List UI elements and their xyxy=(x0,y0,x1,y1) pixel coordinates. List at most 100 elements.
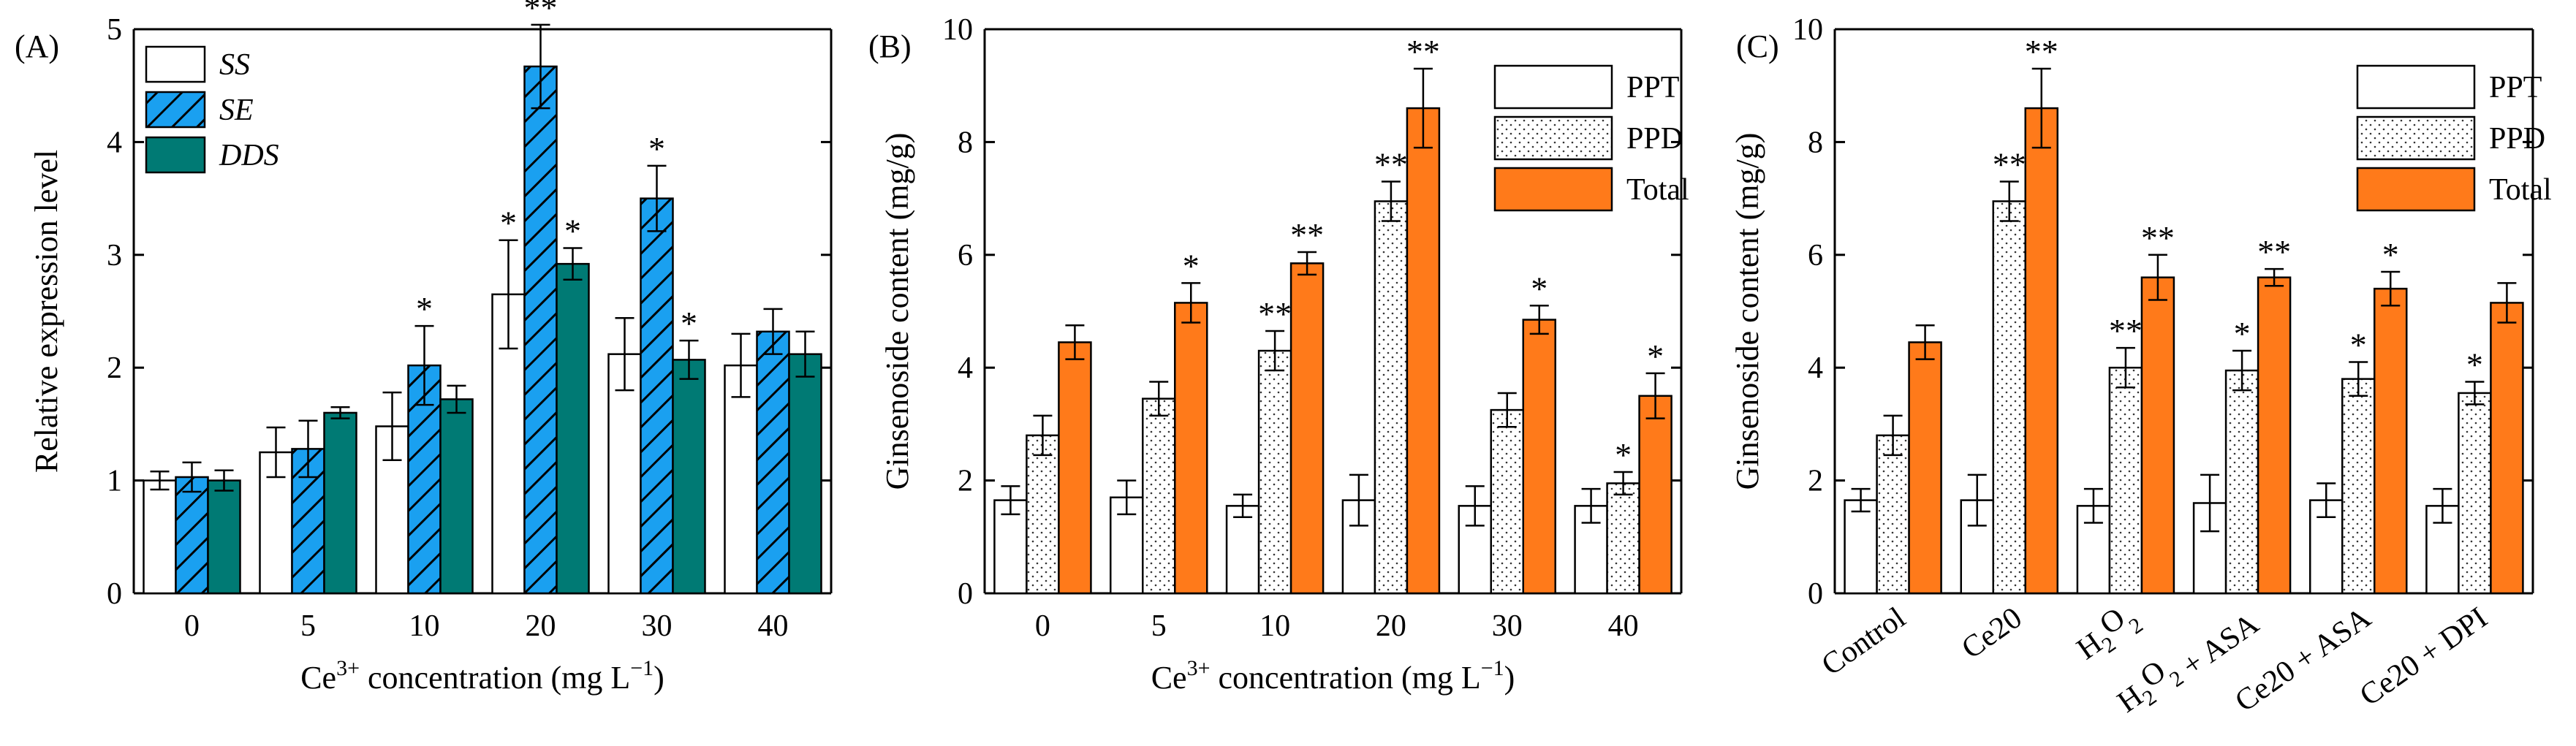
y-tick-label: 3 xyxy=(107,239,122,273)
legend-swatch-total xyxy=(2356,167,2476,212)
y-tick-label: 10 xyxy=(942,13,973,47)
x-tick-label: Ce20 + DPI xyxy=(2354,601,2493,713)
significance-mark: * xyxy=(1615,436,1632,473)
significance-mark: * xyxy=(2466,346,2483,384)
x-tick-label: 20 xyxy=(526,609,556,643)
bar-ppd xyxy=(1490,408,1524,595)
y-tick-label: 8 xyxy=(1808,126,1823,159)
y-tick-label: 4 xyxy=(107,126,122,159)
x-tick-label: 0 xyxy=(184,609,200,643)
significance-mark: * xyxy=(1183,247,1200,284)
y-tick-label: 4 xyxy=(1808,351,1823,385)
bar-ppd xyxy=(1026,434,1060,595)
legend: PPT PPD Total xyxy=(2356,64,2552,212)
y-tick-label: 6 xyxy=(1808,239,1823,273)
legend: PPT PPD Total xyxy=(1493,64,1689,212)
x-tick-label: 20 xyxy=(1376,609,1406,643)
significance-mark: ** xyxy=(1374,145,1408,183)
bar-total xyxy=(2257,276,2292,595)
legend-swatch-ppd xyxy=(2356,115,2476,161)
significance-mark: ** xyxy=(1993,145,2026,183)
significance-mark: * xyxy=(416,290,433,327)
legend-swatch-ppt xyxy=(1493,64,1613,110)
significance-mark: ** xyxy=(1290,216,1324,254)
bar-total xyxy=(1638,395,1672,595)
y-tick-label: 2 xyxy=(107,351,122,385)
y-axis-label: Ginsenoside content (mg/g) xyxy=(1730,133,1765,490)
legend-label-ppt: PPT xyxy=(2489,71,2542,104)
legend-label-ppd: PPD xyxy=(2489,122,2545,156)
x-tick-label: 40 xyxy=(1608,609,1639,643)
bar-ppd xyxy=(2341,378,2376,595)
bar-ppd xyxy=(1876,434,1910,595)
y-tick-label: 2 xyxy=(1808,465,1823,498)
legend-swatch-total xyxy=(1493,167,1613,212)
significance-mark: ** xyxy=(2257,233,2291,270)
legend-label-ppt: PPT xyxy=(1626,71,1679,104)
x-tick-label: 30 xyxy=(642,609,673,643)
significance-mark: * xyxy=(2382,236,2399,273)
y-tick-label: 2 xyxy=(958,465,973,498)
significance-mark: * xyxy=(1531,270,1548,307)
legend-label-se: SE xyxy=(219,94,254,127)
y-tick-label: 0 xyxy=(1808,577,1823,611)
bar-total xyxy=(1289,262,1325,595)
legend-swatch-dds xyxy=(145,136,206,174)
bar-ppd xyxy=(2458,392,2492,595)
x-tick-label: 5 xyxy=(1151,609,1167,643)
y-tick-label: 10 xyxy=(1792,13,1823,47)
bar-total xyxy=(1174,302,1208,595)
bar-se xyxy=(175,476,209,595)
significance-mark: * xyxy=(648,130,665,167)
y-tick-label: 0 xyxy=(958,577,973,611)
bar-total xyxy=(2374,287,2408,595)
x-axis-label: Ce3+ concentration (mg L−1) xyxy=(1151,656,1515,696)
chart-panel-2: (B) 0 2 4 6 8 10 Ginsenoside content (mg/g) 0 5 10… xyxy=(868,13,1689,696)
y-tick-label: 8 xyxy=(958,126,973,159)
legend-swatch-se xyxy=(145,91,206,129)
bar-total xyxy=(1522,319,1556,595)
x-tick-label: H2O2 xyxy=(2067,595,2147,671)
bar-dds xyxy=(672,359,706,595)
y-tick-label: 1 xyxy=(107,465,122,498)
y-tick-label: 5 xyxy=(107,13,122,47)
legend-label-ppd: PPD xyxy=(1626,122,1683,156)
significance-mark: * xyxy=(1647,338,1664,375)
panel-label: (C) xyxy=(1736,28,1779,64)
bar-ppd xyxy=(1257,349,1292,595)
significance-mark: * xyxy=(2234,315,2251,352)
bar-ss xyxy=(143,479,177,595)
significance-mark: ** xyxy=(1406,33,1440,70)
significance-mark: ** xyxy=(2141,219,2175,256)
x-tick-label: 40 xyxy=(758,609,789,643)
significance-mark: ** xyxy=(1258,295,1292,332)
chart-panel-3: (C) 0 2 4 6 8 10 Ginsenoside content (mg/g) Cont… xyxy=(1730,13,2552,720)
bar-ppd xyxy=(2108,366,2143,595)
chart-panel-1: (A) 0 1 2 3 4 5 Relative expression level 0 5 10 20… xyxy=(15,0,833,696)
bar-total xyxy=(1406,107,1441,595)
bar-dds xyxy=(439,398,474,595)
bar-se xyxy=(640,197,674,595)
significance-mark: * xyxy=(564,213,581,250)
x-tick-label: Control xyxy=(1816,601,1912,682)
bar-dds xyxy=(556,262,590,595)
bar-total xyxy=(2490,302,2524,595)
significance-mark: * xyxy=(500,205,517,242)
bar-ppt xyxy=(1844,499,1878,595)
x-tick-label: Ce20 xyxy=(1955,601,2028,666)
legend-label-total: Total xyxy=(1626,173,1689,207)
bar-dds xyxy=(207,479,241,595)
bar-ppt xyxy=(1341,499,1376,595)
bar-ss xyxy=(724,364,758,595)
bar-ppt xyxy=(993,499,1028,595)
bar-ppd xyxy=(1992,200,2026,595)
bar-se xyxy=(756,330,790,595)
significance-mark: * xyxy=(681,305,697,342)
legend-swatch-ppt xyxy=(2356,64,2476,110)
y-tick-label: 6 xyxy=(958,239,973,273)
legend-label-ss: SS xyxy=(219,48,250,82)
legend: SS SE DDS xyxy=(145,45,279,174)
bar-dds xyxy=(788,353,822,595)
legend-swatch-ss xyxy=(145,45,206,83)
